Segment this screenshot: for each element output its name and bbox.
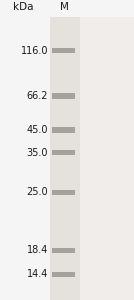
FancyBboxPatch shape (52, 150, 75, 155)
Text: 25.0: 25.0 (27, 187, 48, 197)
Text: 18.4: 18.4 (27, 245, 48, 255)
FancyBboxPatch shape (50, 16, 134, 300)
FancyBboxPatch shape (50, 16, 80, 300)
Text: kDa: kDa (13, 2, 34, 12)
FancyBboxPatch shape (52, 248, 75, 253)
Text: 45.0: 45.0 (27, 125, 48, 135)
FancyBboxPatch shape (52, 127, 75, 133)
FancyBboxPatch shape (80, 16, 134, 300)
Text: 66.2: 66.2 (27, 91, 48, 101)
FancyBboxPatch shape (52, 190, 75, 195)
Text: 14.4: 14.4 (27, 269, 48, 280)
FancyBboxPatch shape (52, 93, 75, 99)
Text: M: M (60, 2, 69, 12)
FancyBboxPatch shape (52, 272, 75, 277)
Text: 35.0: 35.0 (27, 148, 48, 158)
Text: 116.0: 116.0 (21, 46, 48, 56)
FancyBboxPatch shape (52, 48, 75, 53)
